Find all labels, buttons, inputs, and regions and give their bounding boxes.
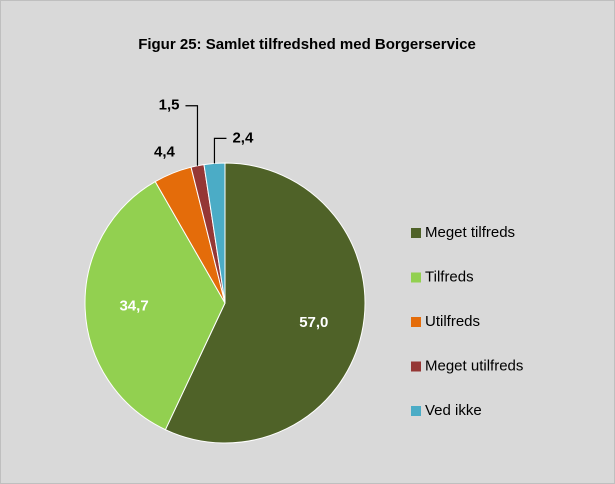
legend-swatch <box>411 317 421 327</box>
leader-line <box>185 105 199 166</box>
legend-label: Meget utilfreds <box>425 357 523 374</box>
legend-swatch <box>411 406 421 416</box>
legend-label: Ved ikke <box>425 402 482 419</box>
pie-slice <box>84 180 226 431</box>
legend-label: Tilfreds <box>425 268 474 285</box>
legend-swatch <box>411 361 421 372</box>
pie-slice <box>164 162 366 444</box>
leader-line <box>213 137 227 164</box>
chart-title: Figur 25: Samlet tilfredshed med Borgers… <box>138 36 476 53</box>
data-label: 1,5 <box>159 97 180 114</box>
data-label: 4,4 <box>154 144 176 161</box>
legend-label: Meget tilfreds <box>425 224 515 241</box>
data-label: 57,0 <box>299 314 328 331</box>
data-label: 2,4 <box>232 129 254 146</box>
data-label: 34,7 <box>119 298 148 315</box>
legend-swatch <box>411 228 421 238</box>
legend-label: Utilfreds <box>425 313 480 330</box>
legend-swatch <box>411 272 421 283</box>
pie-slice <box>203 162 226 304</box>
